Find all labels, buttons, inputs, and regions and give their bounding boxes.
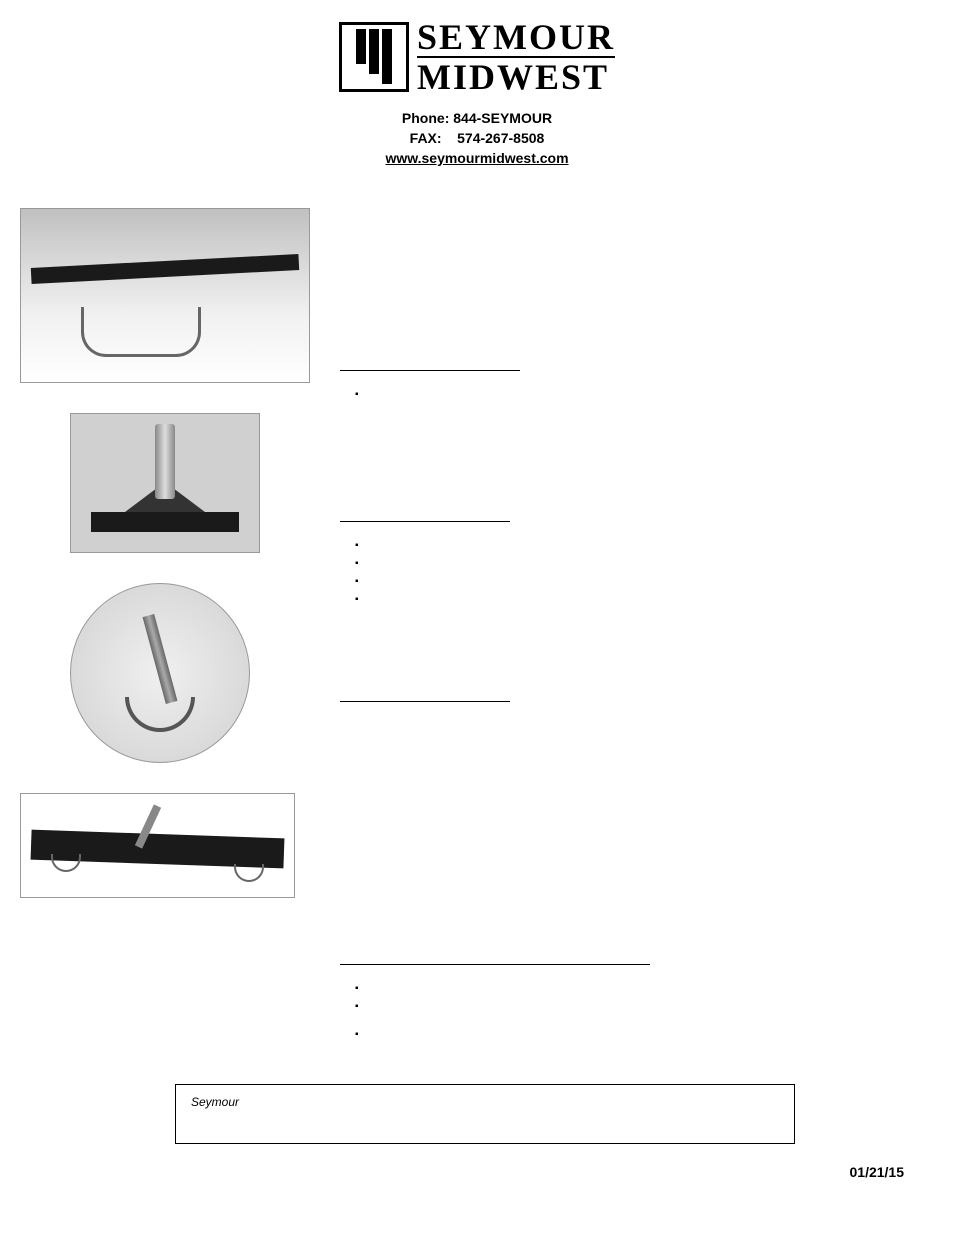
logo-bars-icon <box>356 29 392 84</box>
list-item <box>370 555 934 573</box>
section-4-list <box>340 980 934 1044</box>
logo-icon-box <box>339 22 409 92</box>
company-logo: SEYMOUR MIDWEST <box>317 20 637 94</box>
list-item <box>370 537 934 555</box>
logo-line2: MIDWEST <box>417 60 615 94</box>
footer-note-box: Seymour <box>175 1084 795 1144</box>
logo-line1: SEYMOUR <box>417 20 615 54</box>
section-3 <box>340 684 934 717</box>
content-area <box>20 208 934 1074</box>
contact-info: Phone: 844-SEYMOUR FAX: 574-267-8508 www… <box>20 109 934 168</box>
product-image-2 <box>70 413 260 553</box>
section-2 <box>340 504 934 609</box>
list-item <box>370 980 934 998</box>
section-2-header <box>340 504 510 522</box>
section-1-list <box>340 386 934 404</box>
list-item <box>370 998 934 1016</box>
product-image-1 <box>20 208 310 383</box>
section-4-header <box>340 947 650 965</box>
section-1-header <box>340 353 520 371</box>
section-4 <box>340 947 934 1044</box>
list-item <box>370 1026 934 1044</box>
section-3-header <box>340 684 510 702</box>
list-item <box>370 386 934 404</box>
footer-note-text: Seymour <box>191 1095 239 1109</box>
product-image-4 <box>20 793 295 898</box>
product-image-3 <box>70 583 250 763</box>
text-column <box>340 208 934 1074</box>
footer-date: 01/21/15 <box>850 1164 905 1180</box>
logo-text: SEYMOUR MIDWEST <box>417 20 615 94</box>
contact-fax: FAX: 574-267-8508 <box>20 129 934 149</box>
list-item <box>370 573 934 591</box>
contact-website[interactable]: www.seymourmidwest.com <box>20 149 934 169</box>
image-column <box>20 208 310 1074</box>
list-item <box>370 591 934 609</box>
contact-phone: Phone: 844-SEYMOUR <box>20 109 934 129</box>
section-1 <box>340 353 934 404</box>
section-2-list <box>340 537 934 609</box>
